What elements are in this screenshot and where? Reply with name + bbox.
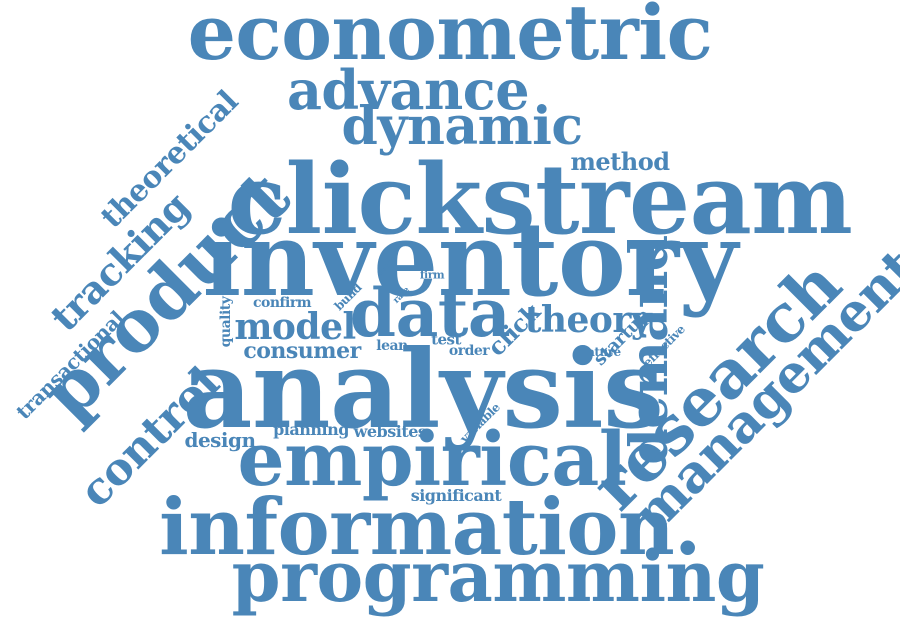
word-theory: theory — [524, 299, 652, 341]
word-econometric: econometric — [187, 0, 713, 77]
word-planning: planning — [273, 420, 349, 439]
word-empirical: empirical — [237, 417, 627, 503]
word-model: model — [234, 306, 356, 348]
word-method: method — [570, 147, 671, 176]
word-websites: websites — [353, 422, 427, 441]
word-inventory: inventory — [202, 200, 738, 320]
word-advance: advance — [286, 58, 530, 122]
word-programming: programming — [231, 535, 765, 618]
word-order: order — [448, 343, 490, 359]
word-data: data — [349, 274, 511, 352]
word-dynamic: dynamic — [341, 96, 583, 157]
word-consumer: consumer — [243, 338, 361, 364]
word-feature: feature — [575, 345, 621, 359]
word-confirm: confirm — [252, 295, 312, 311]
word-information: information. — [159, 482, 701, 573]
word-firm: firm — [419, 268, 445, 282]
word-clickstream: clickstream — [227, 143, 853, 256]
word-analysis: analysis — [182, 327, 664, 453]
word-significant: significant — [410, 486, 502, 505]
word-design: design — [184, 428, 256, 452]
word-lean: lean — [376, 338, 408, 354]
word-test: test — [431, 330, 461, 349]
